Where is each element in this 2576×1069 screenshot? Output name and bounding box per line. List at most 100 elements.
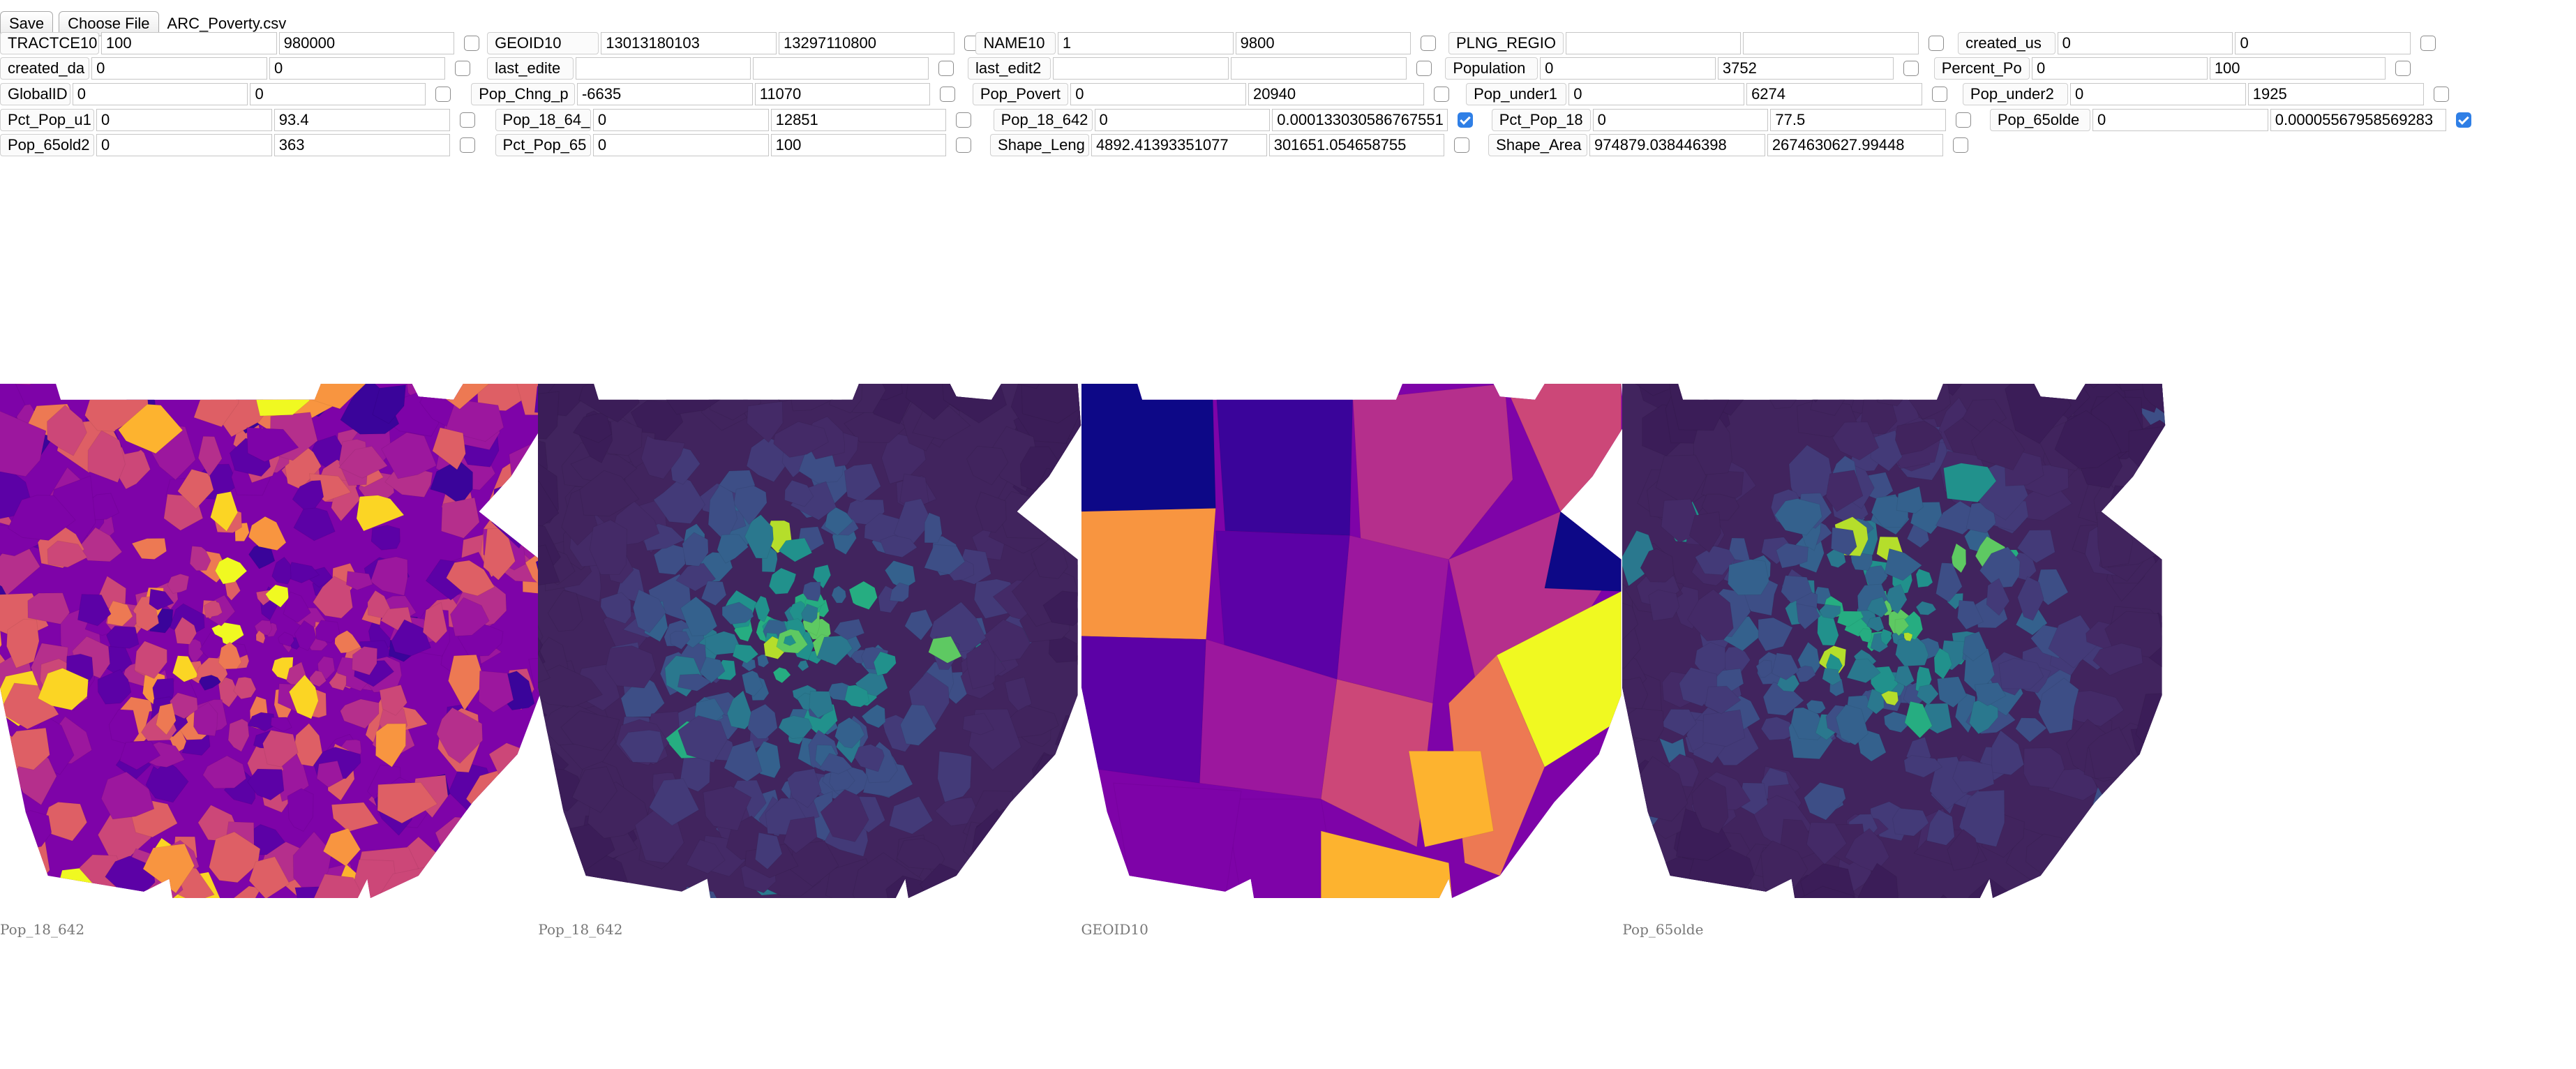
field-label: GlobalID bbox=[0, 83, 70, 106]
field-max-input[interactable] bbox=[274, 108, 450, 131]
map-region bbox=[315, 620, 340, 643]
field-min-input[interactable] bbox=[1070, 83, 1246, 106]
field-min-input[interactable] bbox=[1057, 31, 1234, 54]
field-select-checkbox[interactable] bbox=[956, 112, 972, 128]
field-select-checkbox[interactable] bbox=[464, 35, 480, 51]
field-select-checkbox[interactable] bbox=[1929, 35, 1945, 51]
field-select-checkbox[interactable] bbox=[435, 87, 451, 103]
field-min-input[interactable] bbox=[592, 108, 769, 131]
field-max-input[interactable] bbox=[770, 108, 947, 131]
field-min-input[interactable] bbox=[1568, 83, 1745, 106]
map-region bbox=[202, 755, 247, 789]
field-select-checkbox[interactable] bbox=[1454, 137, 1470, 154]
field-select-checkbox[interactable] bbox=[1903, 61, 1919, 77]
map-region bbox=[2102, 787, 2135, 835]
field-select-checkbox[interactable] bbox=[938, 61, 954, 77]
field-max-input[interactable] bbox=[754, 83, 931, 106]
field-max-input[interactable] bbox=[1746, 83, 1922, 106]
choropleth-map[interactable] bbox=[1081, 384, 1641, 928]
field-select-checkbox[interactable] bbox=[1421, 35, 1437, 51]
field-select-checkbox[interactable] bbox=[459, 137, 475, 154]
field-max-input[interactable] bbox=[1743, 31, 1919, 54]
field-max-input[interactable] bbox=[269, 57, 445, 80]
field-select-checkbox[interactable] bbox=[2395, 61, 2411, 77]
map-region bbox=[600, 592, 632, 625]
map-region bbox=[370, 556, 408, 597]
field-min-input[interactable] bbox=[1094, 108, 1271, 131]
map-region bbox=[528, 652, 544, 717]
field-max-input[interactable] bbox=[1770, 108, 1947, 131]
field-filter-created_us: created_us bbox=[1958, 31, 2436, 54]
map-region bbox=[778, 715, 814, 740]
field-select-checkbox[interactable] bbox=[1458, 112, 1474, 128]
field-max-input[interactable] bbox=[1767, 134, 1943, 157]
field-select-checkbox[interactable] bbox=[1931, 87, 1947, 103]
field-min-input[interactable] bbox=[100, 31, 277, 54]
field-min-input[interactable] bbox=[592, 134, 769, 157]
field-max-input[interactable] bbox=[770, 134, 947, 157]
map-region bbox=[1709, 910, 1755, 928]
map-region bbox=[538, 384, 594, 417]
field-max-input[interactable] bbox=[779, 31, 954, 54]
choropleth-map[interactable] bbox=[538, 384, 1098, 928]
map-region bbox=[801, 603, 818, 624]
field-min-input[interactable] bbox=[96, 134, 272, 157]
field-select-checkbox[interactable] bbox=[1952, 137, 1968, 154]
field-min-input[interactable] bbox=[72, 83, 248, 106]
field-max-input[interactable] bbox=[1230, 57, 1407, 80]
map-region bbox=[673, 886, 728, 898]
field-select-checkbox[interactable] bbox=[454, 61, 470, 77]
choropleth-map[interactable] bbox=[0, 384, 560, 928]
field-select-checkbox[interactable] bbox=[1433, 87, 1449, 103]
map-region bbox=[1886, 906, 1933, 928]
field-select-checkbox[interactable] bbox=[940, 87, 956, 103]
field-select-checkbox[interactable] bbox=[459, 112, 475, 128]
field-min-input[interactable] bbox=[575, 57, 751, 80]
field-select-checkbox[interactable] bbox=[1956, 112, 1972, 128]
map-region bbox=[1825, 470, 1864, 513]
field-select-checkbox[interactable] bbox=[2433, 87, 2449, 103]
field-min-input[interactable] bbox=[1592, 108, 1769, 131]
field-max-input[interactable] bbox=[2209, 57, 2386, 80]
map-region bbox=[2105, 854, 2163, 895]
field-min-input[interactable] bbox=[2092, 108, 2268, 131]
field-max-input[interactable] bbox=[1235, 31, 1411, 54]
field-min-input[interactable] bbox=[96, 108, 272, 131]
field-label: Pop_under1 bbox=[1466, 83, 1567, 106]
field-max-input[interactable] bbox=[1268, 134, 1445, 157]
field-max-input[interactable] bbox=[2270, 108, 2446, 131]
map-region bbox=[628, 384, 694, 389]
field-filter-pop_65olde: Pop_65olde bbox=[1989, 108, 2471, 131]
map-region bbox=[945, 904, 1017, 928]
field-select-checkbox[interactable] bbox=[956, 137, 972, 154]
field-filter-shape_area: Shape_Area bbox=[1488, 134, 1968, 157]
field-min-input[interactable] bbox=[1540, 57, 1716, 80]
map-region bbox=[334, 630, 361, 654]
field-select-checkbox[interactable] bbox=[2420, 35, 2436, 51]
choropleth-map[interactable] bbox=[1622, 384, 2182, 928]
field-min-input[interactable] bbox=[601, 31, 777, 54]
field-min-input[interactable] bbox=[2032, 57, 2208, 80]
field-max-input[interactable] bbox=[2235, 31, 2411, 54]
field-select-checkbox[interactable] bbox=[2455, 112, 2471, 128]
field-min-input[interactable] bbox=[1053, 57, 1229, 80]
field-max-input[interactable] bbox=[753, 57, 929, 80]
map-region bbox=[624, 897, 708, 898]
field-min-input[interactable] bbox=[576, 83, 753, 106]
field-max-input[interactable] bbox=[274, 134, 450, 157]
field-min-input[interactable] bbox=[2069, 83, 2246, 106]
map-region bbox=[1336, 534, 1449, 704]
field-max-input[interactable] bbox=[1272, 108, 1448, 131]
field-max-input[interactable] bbox=[278, 31, 455, 54]
field-min-input[interactable] bbox=[2057, 31, 2233, 54]
field-max-input[interactable] bbox=[2247, 83, 2424, 106]
field-min-input[interactable] bbox=[1589, 134, 1765, 157]
field-min-input[interactable] bbox=[1565, 31, 1742, 54]
field-max-input[interactable] bbox=[1717, 57, 1894, 80]
field-select-checkbox[interactable] bbox=[1416, 61, 1432, 77]
map-region bbox=[861, 704, 886, 728]
field-max-input[interactable] bbox=[1248, 83, 1424, 106]
field-min-input[interactable] bbox=[91, 57, 267, 80]
field-max-input[interactable] bbox=[250, 83, 426, 106]
field-min-input[interactable] bbox=[1091, 134, 1267, 157]
